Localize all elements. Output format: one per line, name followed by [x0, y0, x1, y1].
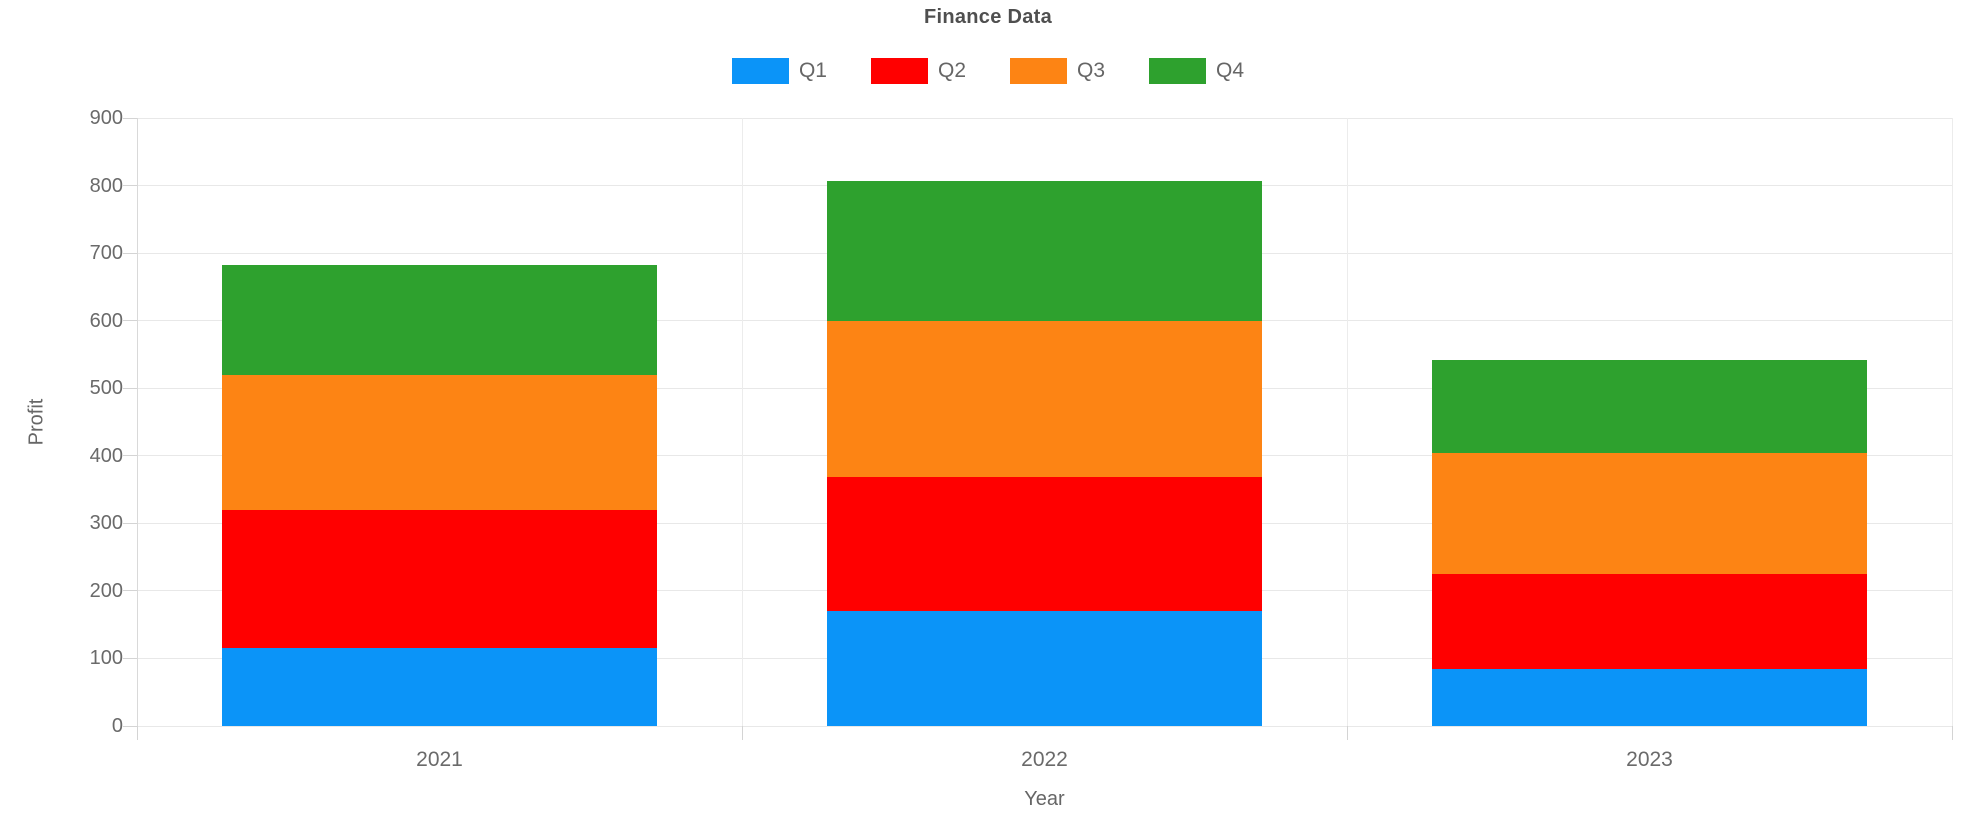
y-tick-mark — [123, 252, 137, 254]
y-tick-label-200: 200 — [89, 579, 123, 602]
y-tick-label-300: 300 — [89, 512, 123, 535]
legend-label: Q1 — [798, 59, 827, 82]
y-tick-mark — [123, 320, 137, 322]
bar-segment-2022-q2[interactable] — [826, 477, 1263, 612]
y-tick-mark — [123, 455, 137, 457]
bar-segment-2022-q4[interactable] — [826, 180, 1263, 322]
y-tick-label-100: 100 — [89, 647, 123, 670]
legend-label: Q2 — [937, 59, 966, 82]
legend-swatch-q4 — [1149, 58, 1207, 84]
legend-swatch-q3 — [1010, 58, 1067, 84]
y-tick-mark — [123, 185, 137, 187]
gridline-h-900 — [137, 117, 1952, 119]
legend-item-q2[interactable]: Q2 — [870, 58, 966, 84]
y-tick-mark — [123, 657, 137, 659]
legend-swatch-q1 — [731, 58, 789, 84]
gridline-h-0 — [137, 725, 1952, 727]
legend-item-q4[interactable]: Q4 — [1149, 58, 1244, 84]
bar-segment-2023-q2[interactable] — [1431, 574, 1868, 669]
y-tick-label-500: 500 — [89, 377, 123, 400]
plot-area — [136, 117, 1953, 727]
y-tick-label-800: 800 — [89, 174, 123, 197]
bar-segment-2023-q3[interactable] — [1431, 453, 1868, 574]
x-axis-title: Year — [1024, 788, 1065, 810]
bar-segment-2021-q4[interactable] — [221, 265, 658, 375]
y-tick-mark — [123, 522, 137, 524]
x-tick-mark — [136, 726, 138, 740]
x-tick-label-2023: 2023 — [1626, 748, 1673, 771]
chart-title: Finance Data — [923, 6, 1053, 28]
bar-segment-2022-q3[interactable] — [826, 321, 1263, 478]
y-tick-label-900: 900 — [89, 107, 123, 129]
legend-item-q1[interactable]: Q1 — [731, 58, 827, 84]
x-tick-label-2022: 2022 — [1021, 748, 1068, 771]
bar-segment-2023-q1[interactable] — [1431, 668, 1868, 726]
y-tick-mark — [123, 725, 137, 727]
x-tick-mark — [741, 726, 743, 740]
y-axis-title: Profit — [25, 398, 48, 446]
legend: Q1 Q2 Q3 Q4 — [0, 55, 1976, 87]
legend-swatch-q2 — [870, 58, 928, 84]
y-axis-line — [136, 118, 138, 726]
y-tick-label-600: 600 — [89, 309, 123, 332]
bar-segment-2021-q1[interactable] — [221, 648, 658, 726]
bar-segment-2021-q2[interactable] — [221, 509, 658, 649]
bar-segment-2022-q1[interactable] — [826, 611, 1263, 726]
legend-item-q3[interactable]: Q3 — [1010, 58, 1105, 84]
y-tick-label-0: 0 — [111, 715, 123, 737]
gridline-v — [1346, 118, 1348, 726]
y-tick-mark — [123, 387, 137, 389]
gridline-v — [1951, 118, 1953, 726]
bar-segment-2021-q3[interactable] — [221, 374, 658, 510]
x-tick-label-2021: 2021 — [416, 748, 463, 771]
y-tick-label-400: 400 — [89, 444, 123, 467]
y-tick-mark — [123, 117, 137, 119]
legend-label: Q3 — [1077, 59, 1106, 82]
y-tick-label-700: 700 — [89, 242, 123, 265]
bar-segment-2023-q4[interactable] — [1431, 359, 1868, 454]
gridline-v — [741, 118, 743, 726]
x-tick-mark — [1346, 726, 1348, 740]
y-tick-mark — [123, 590, 137, 592]
x-tick-mark — [1951, 726, 1953, 740]
legend-label: Q4 — [1216, 59, 1245, 82]
